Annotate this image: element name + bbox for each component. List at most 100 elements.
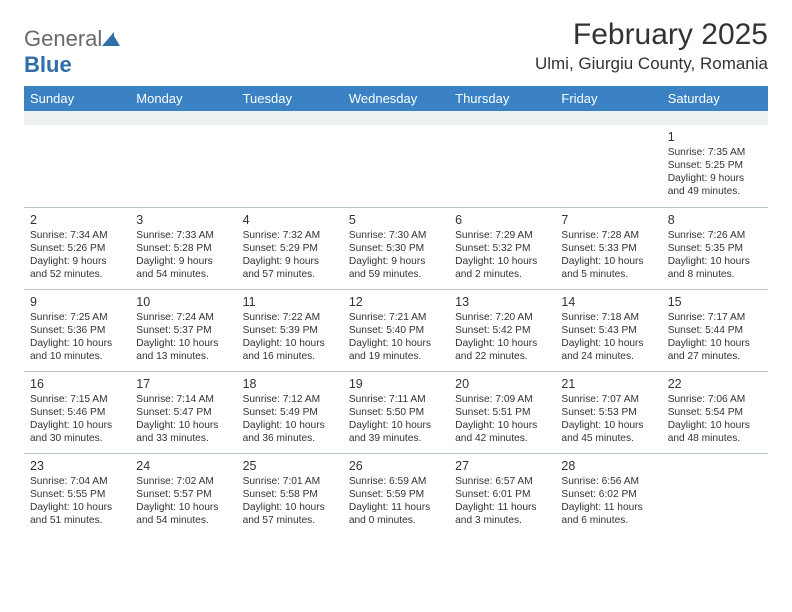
calendar-day-cell: 20Sunrise: 7:09 AMSunset: 5:51 PMDayligh… [449,371,555,453]
spacer-cell [24,111,130,125]
day-number: 26 [349,458,443,474]
calendar-day-cell: 4Sunrise: 7:32 AMSunset: 5:29 PMDaylight… [237,207,343,289]
sunrise-text: Sunrise: 7:11 AM [349,393,443,406]
sunrise-text: Sunrise: 6:59 AM [349,475,443,488]
spacer-cell [449,111,555,125]
calendar-day-cell: 8Sunrise: 7:26 AMSunset: 5:35 PMDaylight… [662,207,768,289]
day-number: 10 [136,294,230,310]
calendar-day-cell: 1Sunrise: 7:35 AMSunset: 5:25 PMDaylight… [662,125,768,207]
sunrise-text: Sunrise: 7:24 AM [136,311,230,324]
spacer-cell [237,111,343,125]
day-number: 5 [349,212,443,228]
sunrise-text: Sunrise: 7:20 AM [455,311,549,324]
calendar-day-cell: 6Sunrise: 7:29 AMSunset: 5:32 PMDaylight… [449,207,555,289]
calendar-day-cell: 11Sunrise: 7:22 AMSunset: 5:39 PMDayligh… [237,289,343,371]
spacer-cell [555,111,661,125]
sunset-text: Sunset: 5:39 PM [243,324,337,337]
calendar-day-cell [662,453,768,535]
calendar-day-cell: 15Sunrise: 7:17 AMSunset: 5:44 PMDayligh… [662,289,768,371]
sunset-text: Sunset: 5:29 PM [243,242,337,255]
sunset-text: Sunset: 5:33 PM [561,242,655,255]
daylight-text: Daylight: 10 hours and 10 minutes. [30,337,124,363]
title-block: February 2025 Ulmi, Giurgiu County, Roma… [535,18,768,74]
day-number: 20 [455,376,549,392]
day-number: 24 [136,458,230,474]
daylight-text: Daylight: 10 hours and 51 minutes. [30,501,124,527]
day-number: 3 [136,212,230,228]
daylight-text: Daylight: 10 hours and 24 minutes. [561,337,655,363]
calendar-day-cell: 7Sunrise: 7:28 AMSunset: 5:33 PMDaylight… [555,207,661,289]
weekday-header: Wednesday [343,86,449,111]
calendar-spacer-row [24,111,768,125]
day-number: 2 [30,212,124,228]
daylight-text: Daylight: 10 hours and 57 minutes. [243,501,337,527]
calendar-day-cell: 28Sunrise: 6:56 AMSunset: 6:02 PMDayligh… [555,453,661,535]
calendar-week-row: 16Sunrise: 7:15 AMSunset: 5:46 PMDayligh… [24,371,768,453]
weekday-header-row: Sunday Monday Tuesday Wednesday Thursday… [24,86,768,111]
sunrise-text: Sunrise: 7:15 AM [30,393,124,406]
sunrise-text: Sunrise: 7:25 AM [30,311,124,324]
sunrise-text: Sunrise: 7:22 AM [243,311,337,324]
daylight-text: Daylight: 10 hours and 42 minutes. [455,419,549,445]
calendar-table: Sunday Monday Tuesday Wednesday Thursday… [24,86,768,535]
sunrise-text: Sunrise: 7:04 AM [30,475,124,488]
sunset-text: Sunset: 6:02 PM [561,488,655,501]
calendar-week-row: 23Sunrise: 7:04 AMSunset: 5:55 PMDayligh… [24,453,768,535]
sunset-text: Sunset: 5:36 PM [30,324,124,337]
day-number: 28 [561,458,655,474]
calendar-day-cell [555,125,661,207]
calendar-day-cell: 18Sunrise: 7:12 AMSunset: 5:49 PMDayligh… [237,371,343,453]
day-number: 4 [243,212,337,228]
daylight-text: Daylight: 11 hours and 3 minutes. [455,501,549,527]
sunset-text: Sunset: 5:44 PM [668,324,762,337]
sunset-text: Sunset: 5:58 PM [243,488,337,501]
day-number: 27 [455,458,549,474]
calendar-day-cell: 13Sunrise: 7:20 AMSunset: 5:42 PMDayligh… [449,289,555,371]
sunrise-text: Sunrise: 7:09 AM [455,393,549,406]
calendar-day-cell: 12Sunrise: 7:21 AMSunset: 5:40 PMDayligh… [343,289,449,371]
daylight-text: Daylight: 10 hours and 33 minutes. [136,419,230,445]
day-number: 15 [668,294,762,310]
sunrise-text: Sunrise: 7:35 AM [668,146,762,159]
day-number: 6 [455,212,549,228]
sunrise-text: Sunrise: 6:56 AM [561,475,655,488]
spacer-cell [130,111,236,125]
sunset-text: Sunset: 5:59 PM [349,488,443,501]
weekday-header: Tuesday [237,86,343,111]
daylight-text: Daylight: 10 hours and 45 minutes. [561,419,655,445]
sunrise-text: Sunrise: 7:02 AM [136,475,230,488]
sunset-text: Sunset: 5:51 PM [455,406,549,419]
brand-name: GeneralBlue [24,26,120,78]
calendar-week-row: 2Sunrise: 7:34 AMSunset: 5:26 PM Daylight… [24,207,768,289]
brand-logo: GeneralBlue [24,26,120,78]
daylight-text: Daylight: 10 hours and 30 minutes. [30,419,124,445]
calendar-day-cell [343,125,449,207]
day-number: 23 [30,458,124,474]
calendar-location: Ulmi, Giurgiu County, Romania [535,54,768,74]
sunset-text: Sunset: 5:26 PM [30,242,124,255]
header: GeneralBlue February 2025 Ulmi, Giurgiu … [24,18,768,78]
day-number: 12 [349,294,443,310]
calendar-day-cell: 3Sunrise: 7:33 AMSunset: 5:28 PMDaylight… [130,207,236,289]
day-number: 17 [136,376,230,392]
daylight-text: Daylight: 10 hours and 54 minutes. [136,501,230,527]
daylight-text: Daylight: 9 hours and 54 minutes. [136,255,230,281]
daylight-text: Daylight: 10 hours and 22 minutes. [455,337,549,363]
daylight-text: Daylight: 11 hours and 6 minutes. [561,501,655,527]
sunrise-text: Sunrise: 7:14 AM [136,393,230,406]
sunrise-text: Sunrise: 6:57 AM [455,475,549,488]
day-number: 18 [243,376,337,392]
sunrise-text: Sunrise: 7:17 AM [668,311,762,324]
sunset-text: Sunset: 5:47 PM [136,406,230,419]
calendar-day-cell: 21Sunrise: 7:07 AMSunset: 5:53 PMDayligh… [555,371,661,453]
sunset-text: Sunset: 5:35 PM [668,242,762,255]
sunset-text: Sunset: 5:37 PM [136,324,230,337]
sunset-text: Sunset: 5:54 PM [668,406,762,419]
day-number: 8 [668,212,762,228]
sunrise-text: Sunrise: 7:12 AM [243,393,337,406]
sunset-text: Sunset: 5:46 PM [30,406,124,419]
sunset-text: Sunset: 5:55 PM [30,488,124,501]
sunset-text: Sunset: 5:50 PM [349,406,443,419]
day-number: 1 [668,129,762,145]
sunrise-text: Sunrise: 7:34 AM [30,229,124,242]
